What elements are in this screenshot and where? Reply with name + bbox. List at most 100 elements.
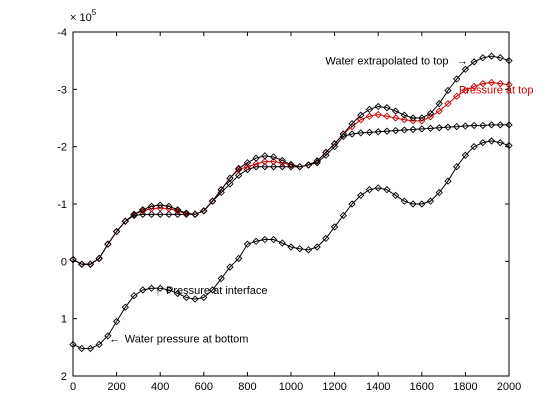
data-point-marker	[278, 239, 286, 247]
data-point-marker	[139, 210, 147, 218]
data-point-marker	[226, 263, 234, 271]
y-tick-label: 1	[61, 314, 67, 326]
data-point-marker	[418, 114, 426, 122]
data-point-marker	[147, 202, 156, 210]
y-exponent-power: 5	[92, 8, 97, 17]
data-point-marker	[409, 200, 417, 208]
data-point-marker	[461, 86, 470, 95]
data-point-marker	[156, 201, 164, 209]
annotation-2: Pressure at top	[459, 84, 534, 96]
data-point-marker	[261, 152, 269, 160]
data-point-marker	[130, 211, 138, 220]
data-point-marker	[365, 128, 374, 136]
x-tick-label: 200	[107, 381, 125, 393]
data-point-marker	[235, 254, 243, 263]
data-point-marker	[200, 293, 208, 302]
data-point-marker	[243, 159, 252, 167]
data-point-marker	[461, 65, 470, 73]
data-point-marker	[156, 284, 164, 292]
plot-area	[73, 32, 509, 376]
data-point-marker	[357, 129, 365, 137]
data-point-marker	[261, 163, 269, 171]
up-arrow-icon: ↑	[155, 286, 161, 298]
data-point-marker	[392, 126, 400, 135]
data-point-marker	[296, 163, 304, 171]
x-tick-label: 1600	[410, 381, 434, 393]
data-point-marker	[208, 286, 217, 294]
data-point-marker	[191, 295, 199, 303]
data-point-marker	[453, 92, 461, 100]
data-point-marker	[365, 112, 374, 120]
data-point-marker	[269, 235, 278, 244]
data-point-marker	[383, 112, 391, 120]
data-point-marker	[217, 186, 225, 194]
data-point-marker	[357, 111, 365, 119]
data-point-marker	[339, 130, 347, 138]
x-tick-label: 1200	[322, 381, 346, 393]
data-point-marker	[269, 163, 278, 171]
data-point-marker	[235, 165, 243, 174]
y-tick-label: 0	[61, 256, 67, 268]
annotation-4: ← Water pressure at bottom	[109, 334, 248, 346]
data-point-marker	[313, 157, 321, 165]
data-point-marker	[182, 209, 190, 217]
x-tick-label: 400	[151, 381, 169, 393]
data-point-marker	[348, 130, 356, 138]
data-point-marker	[496, 79, 504, 88]
data-point-marker	[453, 122, 461, 131]
data-point-marker	[86, 344, 95, 353]
data-point-marker	[86, 260, 95, 268]
data-point-marker	[400, 197, 408, 205]
data-point-marker	[348, 120, 356, 128]
data-point-marker	[392, 114, 400, 122]
data-point-marker	[139, 286, 147, 294]
data-point-marker	[278, 156, 286, 165]
data-point-marker	[374, 110, 382, 119]
data-point-marker	[479, 139, 487, 147]
y-exponent-base: × 10	[70, 12, 92, 24]
data-point-marker	[409, 114, 417, 122]
data-point-marker	[252, 154, 260, 162]
data-point-marker	[392, 107, 400, 115]
data-point-marker	[496, 54, 504, 62]
y-tick-label: -4	[57, 27, 67, 39]
data-point-marker	[322, 148, 330, 157]
data-point-marker	[261, 157, 269, 166]
annotation-text: Pressure at interface	[166, 285, 268, 297]
data-point-marker	[78, 260, 86, 268]
series-layer	[69, 52, 513, 353]
data-point-marker	[496, 121, 504, 129]
data-point-marker	[104, 332, 112, 340]
data-point-marker	[435, 107, 443, 115]
data-point-marker	[461, 122, 470, 130]
data-point-marker	[426, 109, 435, 118]
data-point-marker	[426, 197, 435, 205]
data-point-marker	[435, 188, 443, 197]
annotation-3: ↑ Pressure at interface	[155, 285, 267, 298]
x-tick-label: 1800	[453, 381, 477, 393]
data-point-marker	[470, 143, 478, 151]
data-point-marker	[112, 317, 121, 326]
data-point-marker	[479, 54, 487, 62]
data-point-marker	[139, 207, 147, 215]
right-arrow-icon: →	[457, 56, 468, 68]
data-point-marker	[357, 191, 365, 200]
data-point-marker	[95, 254, 103, 263]
data-point-marker	[487, 121, 496, 129]
data-point-marker	[357, 116, 365, 124]
data-point-marker	[418, 125, 426, 133]
y-tick-label: -2	[57, 142, 67, 154]
series-2	[69, 121, 513, 268]
data-point-marker	[487, 52, 496, 60]
data-point-marker	[409, 125, 417, 134]
data-point-marker	[165, 286, 173, 294]
data-point-marker	[130, 210, 138, 218]
y-exponent-label: × 105	[70, 8, 97, 24]
series-1	[69, 137, 513, 353]
data-point-marker	[365, 186, 374, 194]
x-tick-label: 600	[195, 381, 213, 393]
data-point-marker	[330, 223, 339, 231]
data-point-marker	[374, 102, 382, 111]
data-point-marker	[182, 293, 190, 302]
data-point-marker	[165, 210, 173, 218]
